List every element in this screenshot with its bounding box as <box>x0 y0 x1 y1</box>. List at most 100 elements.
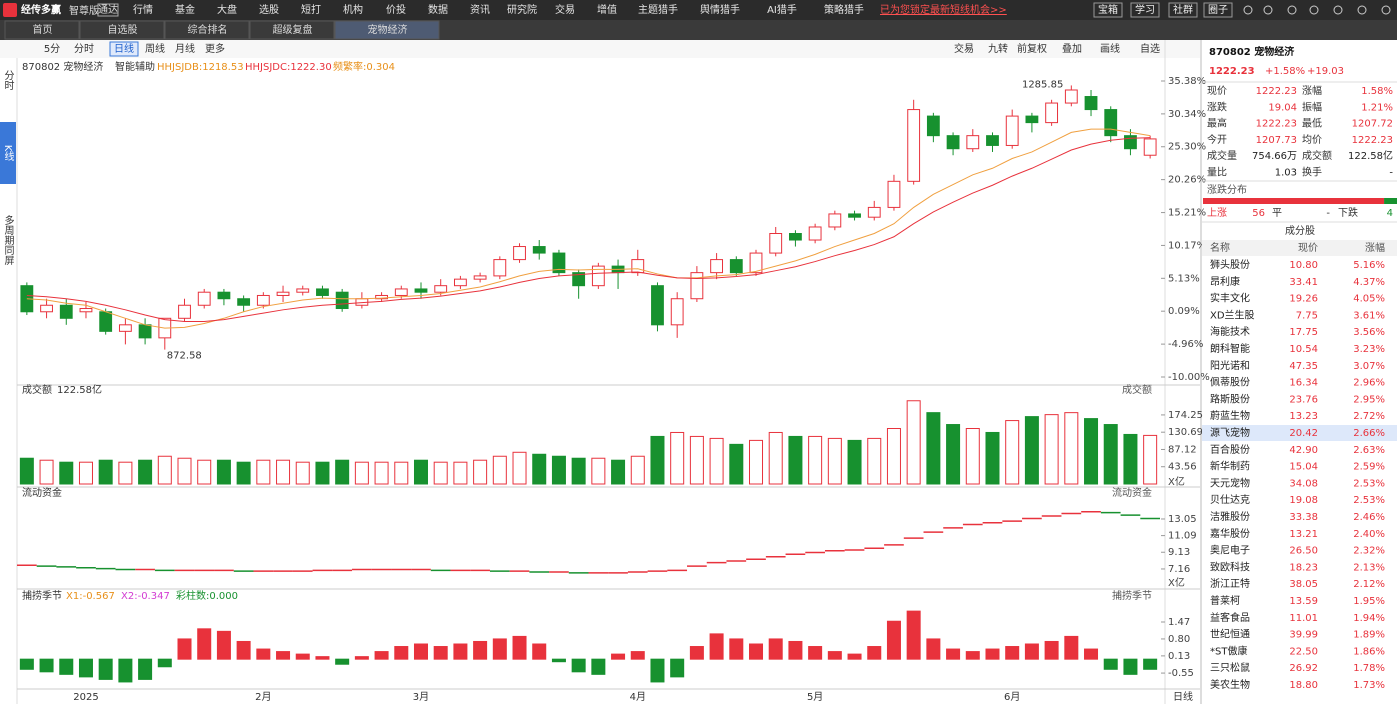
tab[interactable] <box>164 20 250 40</box>
stock-name[interactable]: 天元宠物 <box>1210 476 1250 489</box>
candle-body <box>178 304 191 319</box>
menu-item[interactable]: AI猎手 <box>767 3 797 16</box>
stock-name[interactable]: 益客食品 <box>1210 611 1250 624</box>
stock-name[interactable]: 蔚蓝生物 <box>1210 409 1250 422</box>
quote-value: 1222.23 <box>1352 135 1393 146</box>
menu-item[interactable]: 价投 <box>386 3 406 16</box>
stock-name[interactable]: 佩蒂股份 <box>1210 376 1250 389</box>
menu-button-box <box>1093 2 1123 18</box>
menu-item[interactable]: 资讯 <box>470 4 490 16</box>
stock-change: 2.13% <box>1353 562 1385 573</box>
menu-button[interactable]: 宝箱 <box>1098 3 1118 16</box>
stock-name[interactable]: 路斯股份 <box>1210 392 1250 405</box>
y-tick-label: 25.30% <box>1168 142 1206 153</box>
stock-name[interactable]: 阳光诺和 <box>1210 359 1250 372</box>
menu-button[interactable]: 圈子 <box>1208 4 1228 16</box>
bar <box>689 435 704 485</box>
window-icon[interactable] <box>1333 5 1343 15</box>
window-icon[interactable] <box>1357 5 1367 15</box>
menu-item[interactable]: 数据 <box>428 3 448 16</box>
menu-item[interactable]: 短打 <box>301 3 321 16</box>
side-tab[interactable]: 分时 <box>2 70 14 90</box>
tab-label[interactable]: 首页 <box>33 23 53 36</box>
candle-body <box>769 233 783 254</box>
tool-button[interactable]: 交易 <box>954 42 974 55</box>
period-button[interactable]: 周线 <box>145 42 165 55</box>
candle-body <box>1064 89 1078 104</box>
tool-button[interactable]: 九转 <box>988 42 1008 55</box>
side-tab-active[interactable] <box>0 122 16 184</box>
period-button[interactable]: 更多 <box>205 42 225 55</box>
promo-link[interactable]: 已为您锁定最新短线机会>> <box>880 3 1007 16</box>
stock-change: 2.66% <box>1353 428 1385 439</box>
period-button[interactable]: 5分 <box>44 43 60 55</box>
side-tab[interactable]: K线 <box>2 145 14 162</box>
quote-title: 870802 宠物经济 <box>1209 45 1295 58</box>
menu-item[interactable]: 主题猎手 <box>638 3 678 16</box>
window-icon[interactable] <box>1309 5 1319 15</box>
side-tab[interactable]: 多周期同屏 <box>2 214 14 266</box>
window-icon[interactable] <box>1243 5 1253 15</box>
period-button[interactable]: 分时 <box>74 43 94 55</box>
tab[interactable] <box>334 20 440 40</box>
stock-name[interactable]: 贝仕达克 <box>1210 493 1250 506</box>
tab[interactable] <box>4 20 80 40</box>
candle-body <box>59 304 73 319</box>
menu-button[interactable]: 社群 <box>1173 3 1193 16</box>
menu-item[interactable]: 基金 <box>175 3 195 16</box>
stock-price: 13.23 <box>1289 411 1318 422</box>
stock-name[interactable]: 狮头股份 <box>1210 258 1250 271</box>
stock-name[interactable]: *ST傲康 <box>1210 644 1247 657</box>
stock-name[interactable]: 新华制药 <box>1210 460 1250 473</box>
period-active[interactable] <box>109 41 139 57</box>
window-icon[interactable] <box>1263 5 1273 15</box>
menu-item[interactable]: 舆情猎手 <box>700 3 740 16</box>
tool-button[interactable]: 前复权 <box>1017 42 1047 55</box>
tab[interactable] <box>249 20 335 40</box>
stock-name[interactable]: 浙江正特 <box>1210 578 1250 590</box>
menu-item[interactable]: 增值 <box>597 3 617 16</box>
tab-label[interactable]: 超级复盘 <box>273 23 313 36</box>
stock-name[interactable]: 普莱柯 <box>1210 594 1240 607</box>
stock-name[interactable]: 奥尼电子 <box>1210 544 1250 557</box>
tool-button[interactable]: 自选 <box>1140 42 1160 55</box>
stock-name[interactable]: 昂利康 <box>1210 275 1240 288</box>
bar <box>256 648 271 660</box>
stock-name[interactable]: 致欧科技 <box>1210 560 1250 573</box>
stock-name[interactable]: 三只松鼠 <box>1210 661 1250 674</box>
menu-item[interactable]: 策略猎手 <box>824 3 864 16</box>
stock-name[interactable]: 世纪恒通 <box>1210 628 1250 641</box>
stock-name[interactable]: 美农生物 <box>1210 678 1250 691</box>
period-button[interactable]: 日线 <box>114 42 134 55</box>
row-highlight[interactable] <box>1202 425 1397 441</box>
menu-item[interactable]: 选股 <box>259 3 279 16</box>
tab-label[interactable]: 宠物经济 <box>368 23 408 36</box>
menu-item[interactable]: 机构 <box>343 3 363 16</box>
quote-value: 754.66万 <box>1252 151 1297 162</box>
menu-item[interactable]: 行情 <box>133 3 153 16</box>
tab-label[interactable]: 综合排名 <box>188 23 228 36</box>
tab-label[interactable]: 自选股 <box>108 23 138 36</box>
stock-name[interactable]: 嘉华股份 <box>1210 527 1250 540</box>
menu-item[interactable]: 研究院 <box>507 3 537 16</box>
stock-name[interactable]: XD兰生股 <box>1210 308 1255 321</box>
stock-name[interactable]: 实丰文化 <box>1210 292 1250 305</box>
window-icon[interactable] <box>1381 5 1391 15</box>
tool-button[interactable]: 画线 <box>1100 42 1120 55</box>
stock-name[interactable]: 海能技术 <box>1210 325 1250 338</box>
y-tick-label: 20.26% <box>1168 175 1206 186</box>
stock-name[interactable]: 朗科智能 <box>1210 342 1250 355</box>
bar <box>1044 414 1059 485</box>
period-button[interactable]: 月线 <box>175 42 195 55</box>
menu-item[interactable]: 交易 <box>555 3 575 16</box>
window-icon[interactable] <box>1287 5 1297 15</box>
menu-button[interactable]: 学习 <box>1135 3 1155 16</box>
stock-name[interactable]: 百合股份 <box>1210 443 1250 456</box>
tab[interactable] <box>79 20 165 40</box>
stock-name[interactable]: 源飞宠物 <box>1210 426 1250 439</box>
tool-button[interactable]: 叠加 <box>1062 43 1082 55</box>
stock-price: 11.01 <box>1289 613 1318 624</box>
stock-name[interactable]: 洁雅股份 <box>1210 510 1250 523</box>
menu-item[interactable]: 大盘 <box>217 3 237 16</box>
